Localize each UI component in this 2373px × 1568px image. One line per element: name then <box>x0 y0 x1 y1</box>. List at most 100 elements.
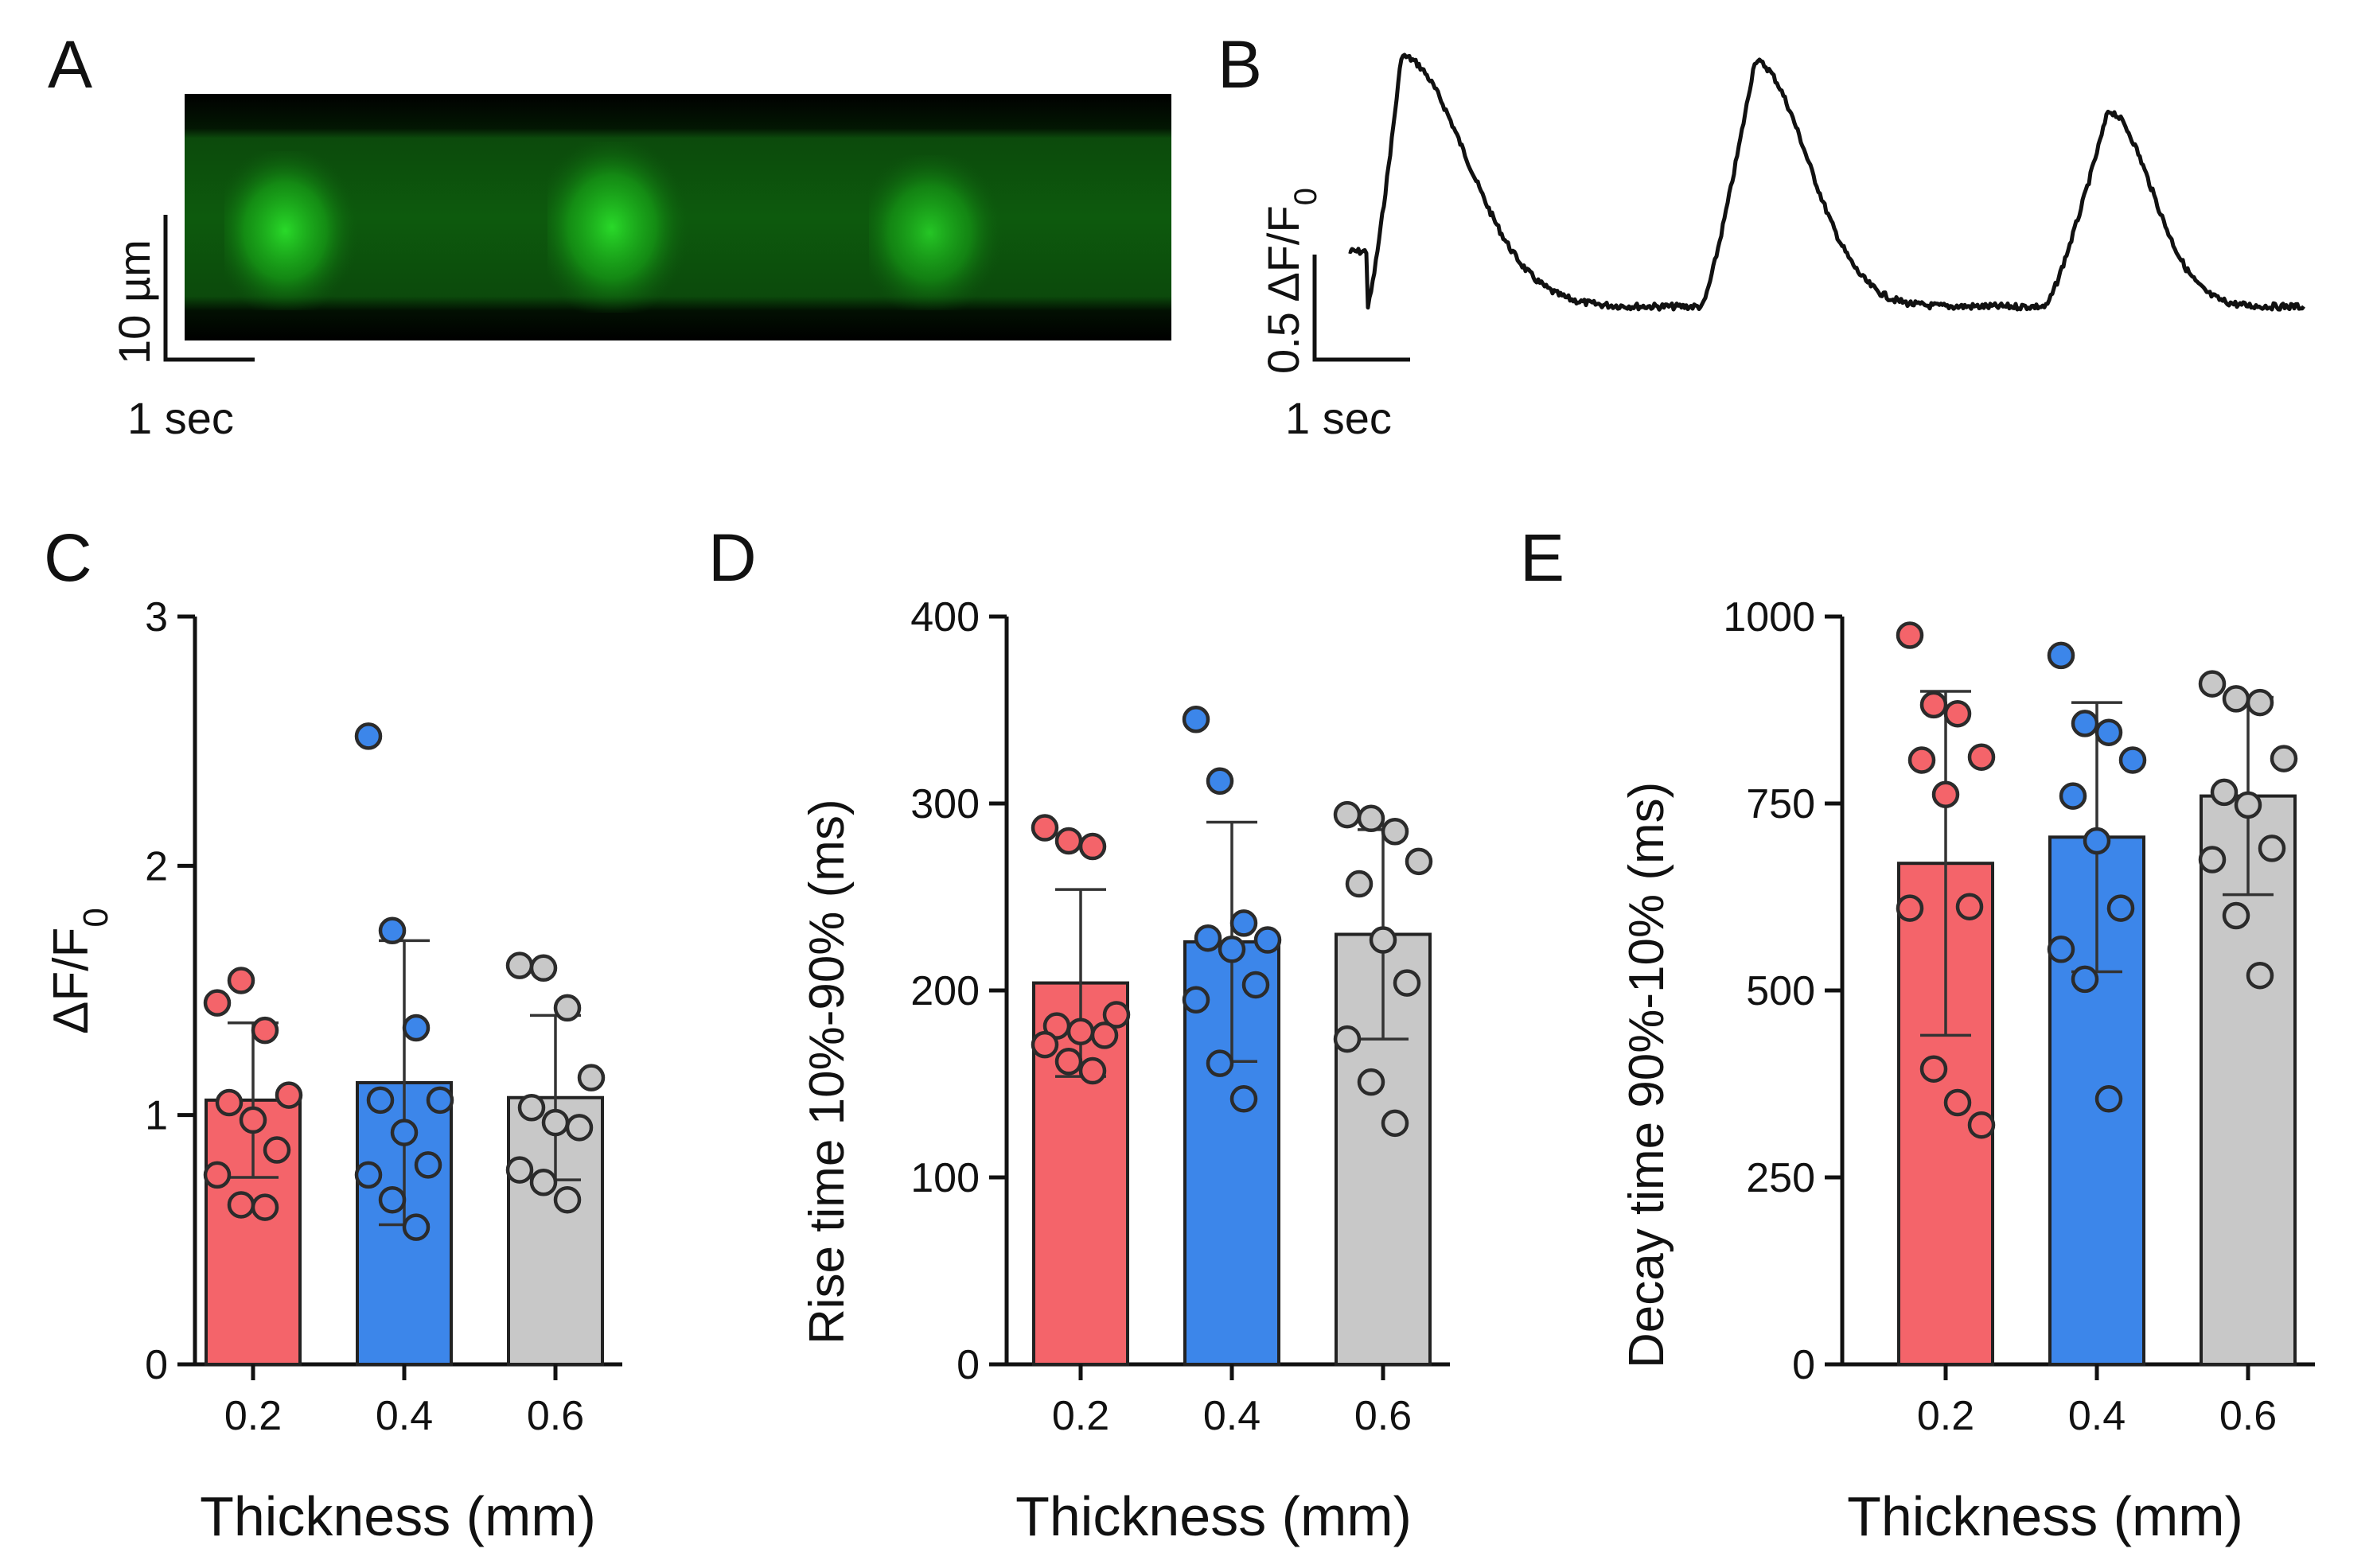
panel-c-data-point <box>517 1094 546 1122</box>
scale-bar-a-y-label: 10 µm <box>109 239 159 364</box>
scale-bar-b-y-label: 0.5 ΔF/F0 <box>1258 188 1323 374</box>
panel-c-data-point <box>203 1161 232 1189</box>
panel-c: C ΔF/F0 Thickness (mm) 0 1 2 3 0.2 0.4 0.6 <box>44 520 622 1547</box>
panel-c-data-point <box>553 1185 582 1214</box>
panel-c-data-point <box>402 1213 431 1241</box>
panel-d-x-axis-label: Thickness (mm) <box>1015 1485 1412 1547</box>
kymograph-image <box>185 94 1171 340</box>
panel-e-data-point <box>2047 936 2075 963</box>
panel-c-data-point <box>577 1064 606 1091</box>
panel-e-data-point <box>2083 827 2111 855</box>
panel-d-data-point <box>1054 1048 1083 1076</box>
panel-e-data-point <box>1967 1111 1996 1139</box>
panel-d-data-point <box>1241 971 1270 999</box>
panel-c-bar-0.6 <box>507 1095 604 1366</box>
kymograph-transient-2 <box>547 142 691 313</box>
panel-d-data-point <box>1218 936 1246 963</box>
scale-bar-a: 10 µm 1 sec <box>109 215 255 443</box>
panel-e-label: E <box>1520 520 1564 595</box>
panel-c-data-point <box>414 1151 442 1179</box>
fluorescence-trace <box>1348 53 2305 312</box>
panel-e-x-axis-label: Thickness (mm) <box>1847 1485 2243 1547</box>
panel-d-y-tick-label: 100 <box>910 1155 980 1201</box>
panel-d-data-point <box>1253 926 1282 954</box>
panel-c-y-tick-label: 1 <box>145 1093 168 1139</box>
panel-e-data-point <box>2234 791 2262 819</box>
panel-d-data-point <box>1345 870 1374 898</box>
panel-a: A 10 µm 1 sec <box>48 27 1171 443</box>
panel-e-data-point <box>2071 965 2099 994</box>
panel-d-y-axis-label: Rise time 10%-90% (ms) <box>800 799 855 1344</box>
panel-c-data-point <box>541 1108 570 1137</box>
panel-c-data-point <box>215 1088 244 1117</box>
panel-e-data-point <box>2106 894 2135 922</box>
kymograph-transient-3 <box>869 155 1004 310</box>
panel-e-data-point <box>2198 670 2227 698</box>
panel-d-data-point <box>1333 800 1362 829</box>
panel-c-data-point <box>426 1086 454 1115</box>
panel-b: B 0.5 ΔF/F0 1 sec <box>1218 27 2305 443</box>
panel-e-data-point <box>1943 1088 1972 1117</box>
panel-e-data-point <box>2222 685 2250 713</box>
panel-d-data-point <box>1206 1049 1234 1077</box>
panel-b-label: B <box>1218 27 1262 102</box>
panel-d: D Rise time 10%-90% (ms) Thickness (mm) … <box>708 520 1450 1547</box>
panel-c-data-point <box>529 954 558 982</box>
panel-c-y-tick-label: 0 <box>145 1342 168 1388</box>
panel-c-data-point <box>553 994 582 1022</box>
panel-c-y-tick-label: 3 <box>145 594 168 640</box>
panel-e-data-point <box>2258 835 2286 862</box>
panel-e-data-point <box>1896 621 1924 649</box>
panel-e-error-bar-0.2 <box>1920 690 1971 1037</box>
panel-d-data-point <box>1031 1030 1059 1059</box>
panel-c-data-point <box>203 989 232 1017</box>
panel-e-x-tick-label: 0.2 <box>1917 1393 1974 1439</box>
panel-e-y-axis-label: Decay time 90%-10% (ms) <box>1619 782 1674 1368</box>
panel-d-data-point <box>1229 909 1258 937</box>
panel-c-data-point <box>251 1193 279 1221</box>
panel-c-y-axis-label: ΔF/F0 <box>44 908 115 1034</box>
panel-c-data-point <box>378 916 407 945</box>
panel-d-data-point <box>1229 1085 1258 1113</box>
panel-c-data-point <box>390 1119 419 1146</box>
panel-c-data-point <box>251 1016 279 1045</box>
panel-d-y-tick-label: 200 <box>910 968 980 1014</box>
panel-d-x-tick-label: 0.2 <box>1052 1393 1109 1439</box>
panel-e-data-point <box>1955 893 1984 920</box>
panel-e-data-point <box>1943 699 1972 728</box>
panel-e-data-point <box>2246 688 2274 717</box>
panel-d-data-point <box>1054 827 1083 855</box>
scale-bar-b: 0.5 ΔF/F0 1 sec <box>1258 188 1410 443</box>
panel-e-data-point <box>1931 780 1960 808</box>
panel-e-data-point <box>2094 1085 2123 1113</box>
panel-c-data-point <box>275 1081 303 1109</box>
panel-e-y-tick-label: 1000 <box>1723 594 1815 640</box>
panel-d-data-point <box>1194 924 1222 952</box>
panel-e-x-tick-label: 0.6 <box>2219 1393 2277 1439</box>
panel-d-data-point <box>1357 804 1385 833</box>
panel-c-x-tick-label: 0.6 <box>527 1393 584 1439</box>
panel-e-y-tick-label: 250 <box>1746 1155 1815 1201</box>
panel-e-data-point <box>2094 718 2123 746</box>
panel-d-data-point <box>1182 986 1210 1014</box>
panel-d-y-tick-label: 300 <box>910 781 980 827</box>
panel-c-data-point <box>366 1086 395 1115</box>
panel-e-x-tick-label: 0.4 <box>2068 1393 2126 1439</box>
panel-d-plot: 0 100 200 300 400 0.2 0.4 0.6 <box>910 594 1450 1439</box>
panel-e-data-point <box>2118 746 2147 774</box>
panel-d-data-point <box>1381 818 1409 846</box>
panel-d-data-point <box>1393 969 1421 997</box>
panel-c-data-point <box>354 1161 383 1189</box>
panel-d-y-tick-label: 0 <box>957 1342 980 1388</box>
panel-d-data-point <box>1333 1025 1362 1053</box>
panel-d-x-tick-label: 0.6 <box>1354 1393 1412 1439</box>
panel-d-data-point <box>1405 847 1433 876</box>
panel-e-data-point <box>1919 1055 1948 1083</box>
panel-e-data-point <box>1907 746 1936 774</box>
panel-d-data-point <box>1090 1021 1119 1049</box>
panel-d-data-point <box>1078 832 1107 861</box>
panel-e-data-point <box>2210 778 2239 807</box>
panel-e-data-point <box>2047 641 2075 670</box>
panel-c-data-point <box>565 1114 594 1142</box>
